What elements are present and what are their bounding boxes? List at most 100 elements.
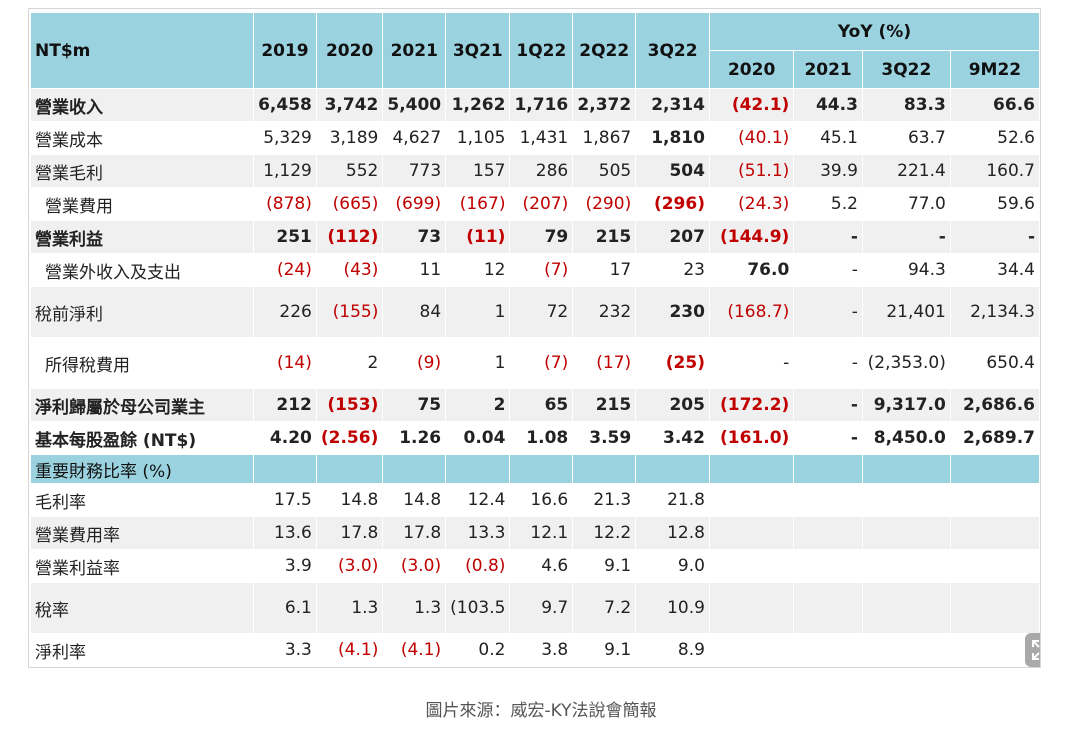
empty-cell [794,634,863,667]
table-row: 淨利歸屬於母公司業主 212 (153) 75 2 65 215 205 (172.2) -9,3… [31,389,1040,422]
row-label: 營業成本 [31,122,255,155]
table-cell: (172.2) [709,389,795,422]
section-empty-cell [636,455,710,484]
ratio-cell: 17.5 [254,484,317,517]
row-label: 所得稅費用 [31,338,255,389]
table-cell: 5,329 [254,122,317,155]
empty-cell [862,634,951,667]
table-cell: 3,189 [316,122,384,155]
empty-cell [950,583,1040,634]
table-cell: (14) [254,338,317,389]
table-cell: 286 [510,155,574,188]
table-cell: (17) [573,338,637,389]
table-cell: - [794,389,863,422]
table-row: 稅前淨利 226 (155) 84 1 72 232 230 (168.7) -21,401 2,1… [31,287,1040,338]
section-empty-cell [709,455,795,484]
table-cell: 650.4 [950,338,1040,389]
header-yoy-period: 3Q22 [862,51,951,89]
table-cell: (296) [636,188,710,221]
table-cell: 157 [446,155,511,188]
table-cell: (51.1) [709,155,795,188]
table-cell: 1,129 [254,155,317,188]
ratio-row: 營業費用率 13.6 17.8 17.8 13.3 12.1 12.2 12.8 [31,517,1040,550]
ratio-cell: (4.1) [383,634,447,667]
table-cell: 84 [383,287,447,338]
empty-cell [709,634,795,667]
section-title: 重要財務比率 (%) [31,455,255,484]
empty-cell [862,517,951,550]
ratio-cell: 3.8 [510,634,574,667]
ratio-cell: (103.5 [446,583,511,634]
table-cell: 94.3 [862,254,951,287]
table-cell: 2,686.6 [950,389,1040,422]
table-cell: 44.3 [794,89,863,122]
table-cell: - [794,338,863,389]
ratio-cell: 13.6 [254,517,317,550]
table-cell: 232 [573,287,637,338]
table-cell: 215 [573,221,637,254]
header-period: 2Q22 [573,13,637,89]
header-row: NT$m 2019 2020 2021 3Q21 1Q22 2Q22 3Q22 YoY (%) [31,13,1040,89]
table-row: 營業利益 251 (112) 73 (11) 79 215 207 (144.9) - - - [31,221,1040,254]
row-label: 營業毛利 [31,155,255,188]
table-cell: 3.42 [636,422,710,455]
image-caption: 圖片來源：威宏-KY法說會簡報 [425,701,657,721]
empty-cell [950,550,1040,583]
table-cell: 83.3 [862,89,951,122]
ratio-cell: (3.0) [316,550,384,583]
ratio-label: 毛利率 [31,484,255,517]
ratio-cell: 6.1 [254,583,317,634]
table-cell: 1.26 [383,422,447,455]
table-cell: 226 [254,287,317,338]
expand-icon[interactable] [1025,633,1040,667]
ratio-cell: 7.2 [573,583,637,634]
table-cell: - [950,221,1040,254]
row-label: 營業利益 [31,221,255,254]
table-cell: 215 [573,389,637,422]
ratio-cell: 9.7 [510,583,574,634]
ratio-cell: 0.2 [446,634,511,667]
table-cell: 0.04 [446,422,511,455]
table-cell: (42.1) [709,89,795,122]
table-cell: 75 [383,389,447,422]
ratio-cell: (0.8) [446,550,511,583]
ratio-cell: 1.3 [316,583,384,634]
section-empty-cell [316,455,384,484]
table-cell: (153) [316,389,384,422]
table-cell: 9,317.0 [862,389,951,422]
table-cell: 76.0 [709,254,795,287]
ratio-cell: (4.1) [316,634,384,667]
table-cell: (24.3) [709,188,795,221]
table-cell: 6,458 [254,89,317,122]
table-cell: (9) [383,338,447,389]
table-cell: (112) [316,221,384,254]
table-cell: (168.7) [709,287,795,338]
table-cell: - [794,422,863,455]
header-period: 2019 [254,13,317,89]
table-cell: 552 [316,155,384,188]
empty-cell [794,484,863,517]
empty-cell [950,517,1040,550]
table-cell: (290) [573,188,637,221]
table-cell: 65 [510,389,574,422]
section-empty-cell [573,455,637,484]
header-period: 3Q21 [446,13,511,89]
table-cell: 59.6 [950,188,1040,221]
empty-cell [862,484,951,517]
table-cell: 45.1 [794,122,863,155]
table-cell: 2,689.7 [950,422,1040,455]
table-cell: (878) [254,188,317,221]
table-cell: 2,134.3 [950,287,1040,338]
table-cell: (2.56) [316,422,384,455]
ratio-cell: 12.1 [510,517,574,550]
table-cell: 5.2 [794,188,863,221]
empty-cell [794,517,863,550]
table-cell: (2,353.0) [862,338,951,389]
ratio-cell: 21.3 [573,484,637,517]
empty-cell [862,550,951,583]
table-cell: (43) [316,254,384,287]
table-cell: 2,372 [573,89,637,122]
table-cell: 34.4 [950,254,1040,287]
ratio-row: 淨利率 3.3 (4.1) (4.1) 0.2 3.8 9.1 8.9 [31,634,1040,667]
header-row-yoy: 2020 2021 3Q22 9M22 [31,51,1040,89]
